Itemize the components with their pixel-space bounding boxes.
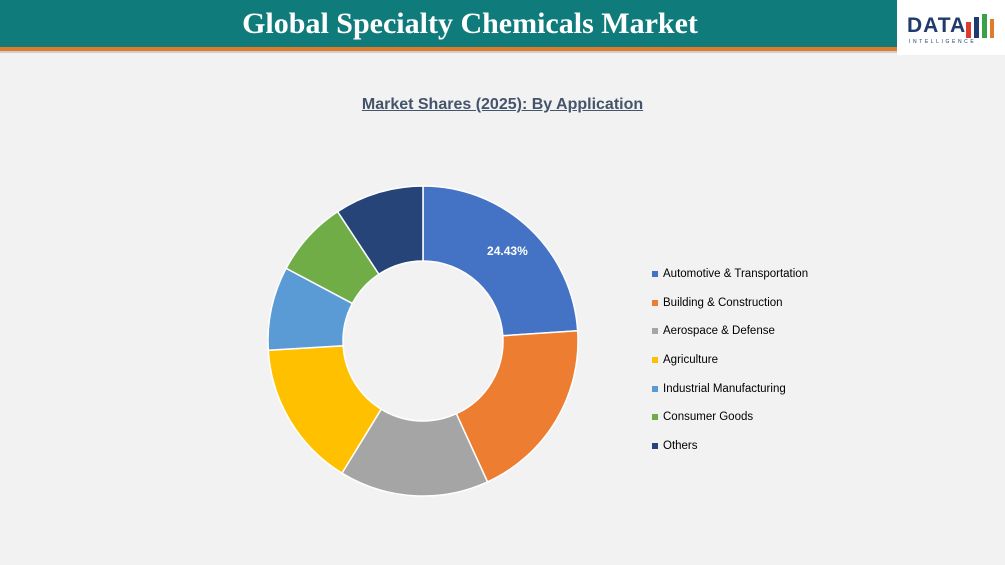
legend-item: Building & Construction [652, 289, 808, 318]
legend-swatch [652, 357, 658, 364]
legend-item: Consumer Goods [652, 403, 808, 432]
donut-slice-7 [336, 185, 424, 276]
legend-swatch [652, 442, 658, 449]
donut-slice-1 [422, 185, 579, 337]
legend-label: Automotive & Transportation [663, 268, 809, 281]
legend-item: Aerospace & Defense [652, 317, 808, 346]
data-label-1: 24.43% [487, 244, 528, 258]
legend-item: Agriculture [652, 346, 808, 375]
legend-item: Industrial Manufacturing [652, 374, 808, 403]
legend-item: Others [652, 432, 808, 461]
legend-swatch [652, 271, 658, 278]
brand-logo: DATA INTELLIGENCE [897, 0, 1005, 55]
chart-legend: Automotive & Transportation Building & Co… [652, 260, 808, 460]
legend-item: Automotive & Transportation [652, 260, 808, 289]
header-divider [0, 51, 1005, 53]
legend-swatch [652, 328, 658, 335]
legend-label: Industrial Manufacturing [663, 382, 786, 395]
chart-title: Market Shares (2025): By Application [361, 96, 644, 113]
legend-label: Building & Construction [663, 296, 783, 309]
legend-label: Others [663, 439, 698, 452]
legend-label: Consumer Goods [663, 411, 754, 424]
header-bar [0, 0, 897, 51]
legend-swatch [652, 414, 658, 421]
donut-slice-2 [455, 329, 579, 483]
legend-label: Agriculture [663, 354, 718, 367]
logo-tagline: INTELLIGENCE [909, 39, 977, 45]
logo-wordmark: DATA [907, 14, 967, 37]
legend-swatch [652, 299, 658, 306]
bar-chart-logo-icon [966, 14, 994, 38]
legend-swatch [652, 385, 658, 392]
page-title: Global Specialty Chemicals Market [242, 7, 698, 40]
legend-label: Aerospace & Defense [663, 325, 775, 338]
